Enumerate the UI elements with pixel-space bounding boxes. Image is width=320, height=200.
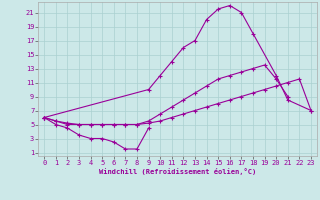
X-axis label: Windchill (Refroidissement éolien,°C): Windchill (Refroidissement éolien,°C) — [99, 168, 256, 175]
